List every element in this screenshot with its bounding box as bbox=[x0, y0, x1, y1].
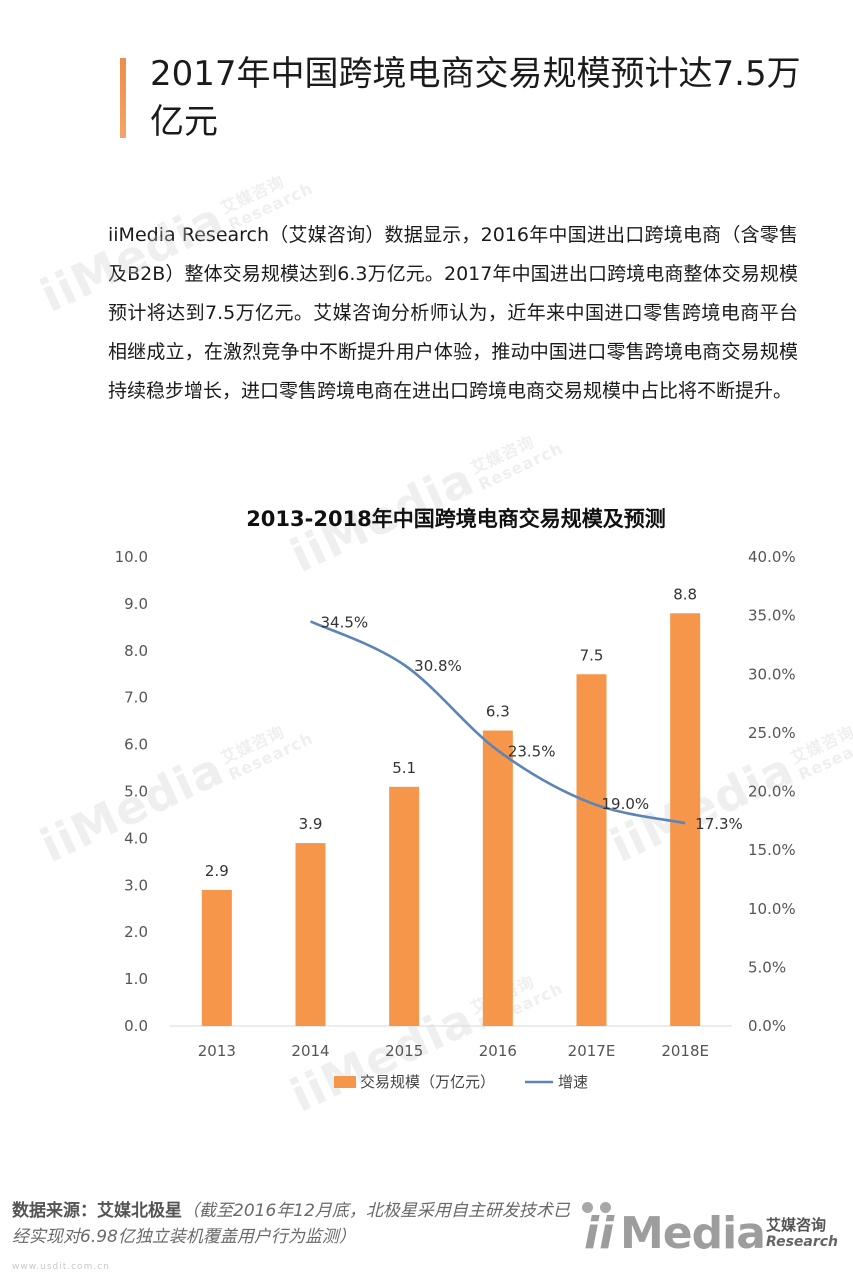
bar-value-label: 8.8 bbox=[673, 585, 697, 603]
y-left-tick-label: 3.0 bbox=[124, 876, 148, 894]
logo-ii-mark: ii bbox=[584, 1208, 615, 1259]
y-left-tick-label: 5.0 bbox=[124, 783, 148, 801]
y-right-tick-label: 10.0% bbox=[748, 900, 796, 918]
growth-value-label: 19.0% bbox=[602, 795, 650, 813]
y-left-tick-label: 7.0 bbox=[124, 689, 148, 707]
y-left-tick-label: 6.0 bbox=[124, 736, 148, 754]
y-right-tick-label: 5.0% bbox=[748, 958, 786, 976]
bar-value-label: 6.3 bbox=[486, 703, 510, 721]
logo-cn: 艾媒咨询 bbox=[766, 1216, 827, 1234]
y-left-tick-label: 0.0 bbox=[124, 1017, 148, 1035]
y-left-tick-label: 2.0 bbox=[124, 923, 148, 941]
legend-label-bar: 交易规模（万亿元） bbox=[360, 1073, 495, 1091]
y-left-tick-label: 9.0 bbox=[124, 595, 148, 613]
bar-value-label: 3.9 bbox=[299, 815, 323, 833]
imedia-logo: ii Media 艾媒咨询 Research bbox=[580, 1200, 840, 1260]
growth-value-label: 17.3% bbox=[695, 815, 743, 833]
bar-2016 bbox=[482, 730, 513, 1026]
y-right-tick-label: 35.0% bbox=[748, 607, 796, 625]
growth-line bbox=[309, 620, 686, 825]
y-left-tick-label: 4.0 bbox=[124, 829, 148, 847]
y-right-tick-label: 40.0% bbox=[748, 548, 796, 566]
x-tick-label: 2014 bbox=[291, 1042, 329, 1060]
body-paragraph: iiMedia Research（艾媒咨询）数据显示，2016年中国进出口跨境电… bbox=[108, 224, 798, 402]
bar-value-label: 7.5 bbox=[580, 646, 604, 664]
x-tick-label: 2016 bbox=[479, 1042, 517, 1060]
growth-value-label: 34.5% bbox=[321, 613, 369, 631]
bar-2018E bbox=[670, 613, 701, 1026]
x-tick-label: 2015 bbox=[385, 1042, 423, 1060]
source-label: 数据来源：艾媒北极星 bbox=[12, 1201, 182, 1221]
site-url: www.usdit.com.cn bbox=[12, 1262, 110, 1272]
logo-en: Research bbox=[766, 1234, 839, 1250]
y-left-tick-label: 10.0 bbox=[115, 548, 148, 566]
x-tick-label: 2018E bbox=[661, 1042, 709, 1060]
source-note: （截至2016年12月底，北极星采用自主研发技术已经实现对6.98亿独立装机覆盖… bbox=[12, 1201, 570, 1247]
bar-2015 bbox=[389, 786, 420, 1026]
bar-value-label: 2.9 bbox=[205, 862, 229, 880]
logo-wordmark: Media bbox=[620, 1208, 766, 1259]
legend-label-line: 增速 bbox=[558, 1073, 588, 1091]
y-right-tick-label: 25.0% bbox=[748, 724, 796, 742]
growth-chart: 2013-2018年中国跨境电商交易规模及预测 0.0 1.0 2.0 3.0 4.0 5… bbox=[115, 507, 796, 1091]
y-left-tick-label: 1.0 bbox=[124, 970, 148, 988]
y-right-tick-label: 20.0% bbox=[748, 783, 796, 801]
x-tick-label: 2013 bbox=[198, 1042, 236, 1060]
legend: 交易规模（万亿元） 增速 bbox=[334, 1073, 588, 1091]
source-footer: 数据来源：艾媒北极星（截至2016年12月底，北极星采用自主研发技术已经实现对6… bbox=[12, 1198, 582, 1250]
chart-title: 2013-2018年中国跨境电商交易规模及预测 bbox=[246, 507, 666, 531]
legend-swatch-bar bbox=[334, 1076, 356, 1088]
y-right-tick-label: 30.0% bbox=[748, 665, 796, 683]
bar-2014 bbox=[295, 843, 326, 1026]
title-accent-bar bbox=[120, 58, 126, 138]
bar-2013 bbox=[201, 889, 232, 1026]
growth-value-label: 30.8% bbox=[414, 657, 462, 675]
y-right-tick-label: 15.0% bbox=[748, 841, 796, 859]
bar-2017E bbox=[576, 674, 607, 1026]
y-right-tick-label: 0.0% bbox=[748, 1017, 786, 1035]
bar-value-label: 5.1 bbox=[392, 759, 416, 777]
page-title: 2017年中国跨境电商交易规模预计达7.5万亿元 bbox=[150, 54, 801, 142]
growth-value-label: 23.5% bbox=[508, 742, 556, 760]
x-tick-label: 2017E bbox=[568, 1042, 616, 1060]
y-left-tick-label: 8.0 bbox=[124, 642, 148, 660]
